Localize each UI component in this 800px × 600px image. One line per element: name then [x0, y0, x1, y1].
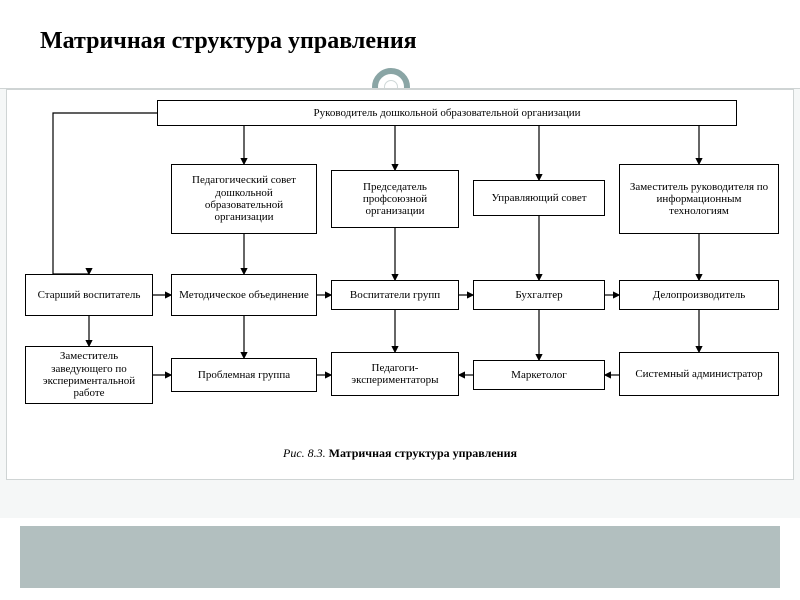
node-sysadm: Системный администратор	[619, 352, 779, 396]
page-title: Матричная структура управления	[40, 28, 417, 55]
footer-band	[20, 526, 780, 588]
node-metod: Методическое объединение	[171, 274, 317, 316]
caption-prefix: Рис. 8.3.	[283, 446, 326, 460]
node-head: Руководитель дошкольной образовательной …	[157, 100, 737, 126]
node-probgrp: Проблемная группа	[171, 358, 317, 392]
node-delo: Делопроизводитель	[619, 280, 779, 310]
node-profsoyuz: Председатель профсоюзной организации	[331, 170, 459, 228]
node-zamit: Заместитель руководителя по информационн…	[619, 164, 779, 234]
node-upravsovet: Управляющий совет	[473, 180, 605, 216]
slide: Матричная структура управления Руководит…	[0, 0, 800, 600]
node-vospgrp: Воспитатели групп	[331, 280, 459, 310]
node-stvosp: Старший воспитатель	[25, 274, 153, 316]
diagram-area: Руководитель дошкольной образовательной …	[0, 88, 800, 518]
node-pedexp: Педагоги-экспериментаторы	[331, 352, 459, 396]
node-market: Маркетолог	[473, 360, 605, 390]
node-pedsovet: Педагогический совет дошкольной образова…	[171, 164, 317, 234]
caption-text: Матричная структура управления	[329, 446, 517, 460]
node-zamexp: Заместитель заведующего по экспериментал…	[25, 346, 153, 404]
title-wrap: Матричная структура управления	[40, 28, 417, 55]
chart-panel: Руководитель дошкольной образовательной …	[6, 89, 794, 480]
node-bukh: Бухгалтер	[473, 280, 605, 310]
figure-caption: Рис. 8.3. Матричная структура управления	[7, 446, 793, 461]
